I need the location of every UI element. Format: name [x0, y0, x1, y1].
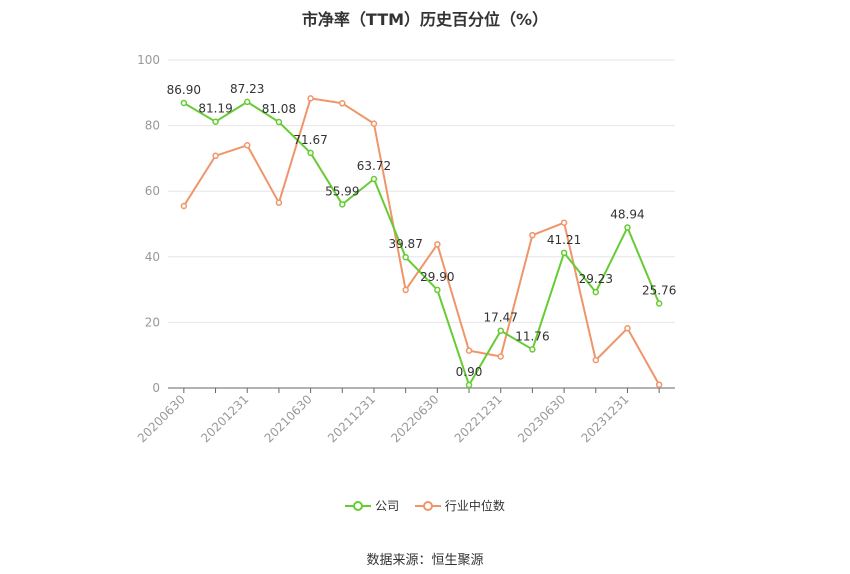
x-tick-label: 20200630 — [135, 392, 188, 445]
x-tick-label: 20221231 — [452, 392, 505, 445]
data-point-company — [624, 224, 631, 231]
data-label: 41.21 — [547, 233, 581, 247]
data-point-company — [275, 118, 283, 126]
x-tick-label: 20211231 — [325, 392, 378, 445]
y-tick-label: 60 — [145, 184, 160, 198]
data-point-industry — [339, 100, 346, 107]
data-point-company — [212, 118, 219, 125]
data-point-industry — [560, 219, 568, 226]
data-point-industry — [307, 95, 314, 102]
data-point-industry — [624, 325, 631, 332]
x-tick-label: 20220630 — [388, 392, 441, 445]
series-line-industry — [182, 97, 661, 386]
x-tick-label: 20210630 — [262, 392, 315, 445]
data-point-company — [243, 98, 251, 106]
data-point-company — [370, 175, 378, 183]
y-tick-label: 80 — [145, 119, 160, 133]
data-point-industry — [370, 120, 378, 127]
data-point-company — [402, 253, 409, 261]
y-tick-label: 0 — [152, 381, 160, 395]
data-point-industry — [275, 199, 283, 206]
data-source-note: 数据来源：恒生聚源 — [366, 553, 484, 568]
data-point-industry — [434, 241, 441, 248]
data-point-company — [655, 300, 663, 307]
x-tick-label: 20231231 — [579, 392, 632, 445]
y-tick-label: 20 — [145, 315, 160, 329]
data-point-industry — [465, 347, 473, 354]
y-tick-label: 40 — [145, 250, 160, 264]
data-point-company — [307, 149, 314, 157]
legend-swatch-company — [345, 500, 372, 511]
data-label: 87.23 — [230, 82, 264, 96]
legend-item-industry[interactable]: 行业中位数 — [414, 497, 505, 514]
data-label: 29.23 — [579, 272, 613, 286]
data-label: 39.87 — [388, 237, 422, 251]
data-point-industry — [243, 142, 251, 149]
data-label: 17.47 — [484, 311, 518, 325]
data-point-company — [592, 288, 600, 296]
data-point-industry — [402, 286, 409, 294]
data-point-company — [180, 99, 188, 107]
data-label: 11.76 — [515, 329, 549, 343]
data-point-company — [434, 286, 441, 294]
data-point-industry — [529, 231, 536, 239]
data-label: 48.94 — [610, 207, 644, 221]
data-point-industry — [592, 356, 600, 364]
legend: 公司 行业中位数 — [0, 497, 850, 514]
data-point-company — [560, 249, 568, 257]
data-point-company — [339, 201, 346, 208]
chart-title: 市净率（TTM）历史百分位（%） — [301, 10, 549, 29]
y-tick-label: 100 — [137, 53, 160, 67]
data-label: 0.90 — [456, 365, 483, 379]
data-label: 86.90 — [167, 83, 201, 97]
data-point-industry — [655, 381, 663, 388]
data-point-company — [465, 381, 473, 389]
data-label: 81.19 — [198, 102, 232, 116]
data-label: 63.72 — [357, 159, 391, 173]
data-label: 25.76 — [642, 284, 676, 298]
legend-label-industry: 行业中位数 — [444, 499, 505, 513]
data-point-company — [497, 327, 504, 334]
legend-item-company[interactable]: 公司 — [345, 497, 399, 514]
data-label: 55.99 — [325, 184, 359, 198]
data-label: 71.67 — [293, 133, 327, 147]
series-line-company — [183, 100, 661, 387]
x-tick-label: 20201231 — [198, 392, 251, 445]
data-point-industry — [212, 152, 219, 160]
data-point-industry — [497, 353, 504, 360]
data-point-company — [529, 346, 536, 353]
legend-label-company: 公司 — [375, 499, 400, 513]
legend-swatch-industry — [414, 500, 441, 511]
data-label: 29.90 — [420, 270, 454, 284]
data-point-industry — [180, 202, 188, 210]
data-label: 81.08 — [262, 102, 296, 116]
x-tick-label: 20230630 — [515, 392, 568, 445]
